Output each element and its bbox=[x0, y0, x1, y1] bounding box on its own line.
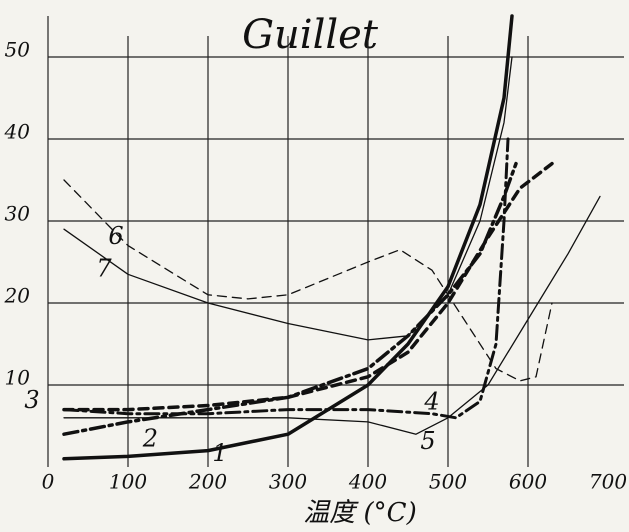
y-tick-label: 50 bbox=[5, 38, 31, 62]
x-tick-label: 400 bbox=[348, 470, 387, 494]
y-tick-label: 10 bbox=[5, 366, 31, 390]
data-line bbox=[62, 137, 510, 420]
y-tick-label: 20 bbox=[4, 284, 31, 308]
x-tick-label: 500 bbox=[429, 470, 467, 494]
data-line bbox=[62, 161, 518, 436]
chart-title: Guillet bbox=[242, 12, 379, 58]
x-tick-label: 0 bbox=[42, 470, 55, 494]
series-label: 2 bbox=[142, 424, 158, 452]
series-label: 5 bbox=[420, 427, 435, 455]
data-line bbox=[63, 56, 513, 341]
x-tick-label: 700 bbox=[589, 470, 627, 494]
series-label: 6 bbox=[108, 222, 123, 250]
series-label: 3 bbox=[24, 386, 39, 414]
data-line bbox=[63, 195, 601, 435]
x-tick-label: 200 bbox=[188, 470, 227, 494]
y-tick-label: 40 bbox=[4, 120, 31, 144]
series-label: 1 bbox=[212, 439, 227, 467]
series-label: 7 bbox=[96, 255, 112, 283]
x-axis-label: 温度 (°C) bbox=[303, 498, 416, 528]
y-tick-label: 30 bbox=[5, 202, 31, 226]
series-label: 4 bbox=[423, 388, 439, 416]
x-tick-label: 100 bbox=[109, 470, 147, 494]
data-line bbox=[63, 179, 553, 382]
x-tick-label: 600 bbox=[509, 470, 547, 494]
x-tick-label: 300 bbox=[269, 470, 307, 494]
